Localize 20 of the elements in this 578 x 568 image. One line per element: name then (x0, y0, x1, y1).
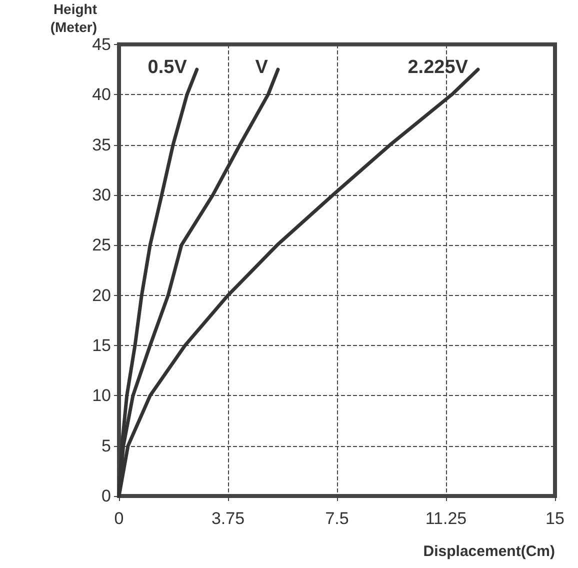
y-tick-label: 5 (102, 436, 111, 456)
x-axis-title: Displacement(Cm) (423, 543, 555, 560)
y-tick-label: 20 (92, 286, 111, 305)
x-tick-label: 15 (546, 509, 564, 528)
y-tick-label: 0 (102, 486, 111, 506)
x-tick-label: 3.75 (211, 509, 245, 528)
y-axis-title: Height (Meter) (50, 1, 98, 35)
y-tick-label: 40 (92, 85, 111, 104)
y-tick-label: 35 (92, 135, 111, 154)
y-tick-label: 30 (92, 185, 111, 204)
y-tick-label: 15 (92, 336, 111, 355)
series-label: 2.225V (408, 56, 468, 78)
x-tick-label: 0 (114, 509, 124, 528)
x-tick-label: 11.25 (425, 509, 467, 528)
x-tick-label: 7.5 (325, 509, 349, 528)
y-tick-label: 45 (92, 34, 111, 54)
series-label: V (255, 56, 268, 78)
y-tick-label: 10 (92, 386, 111, 406)
y-tick-label: 25 (92, 236, 111, 255)
series-label: 0.5V (148, 56, 188, 78)
